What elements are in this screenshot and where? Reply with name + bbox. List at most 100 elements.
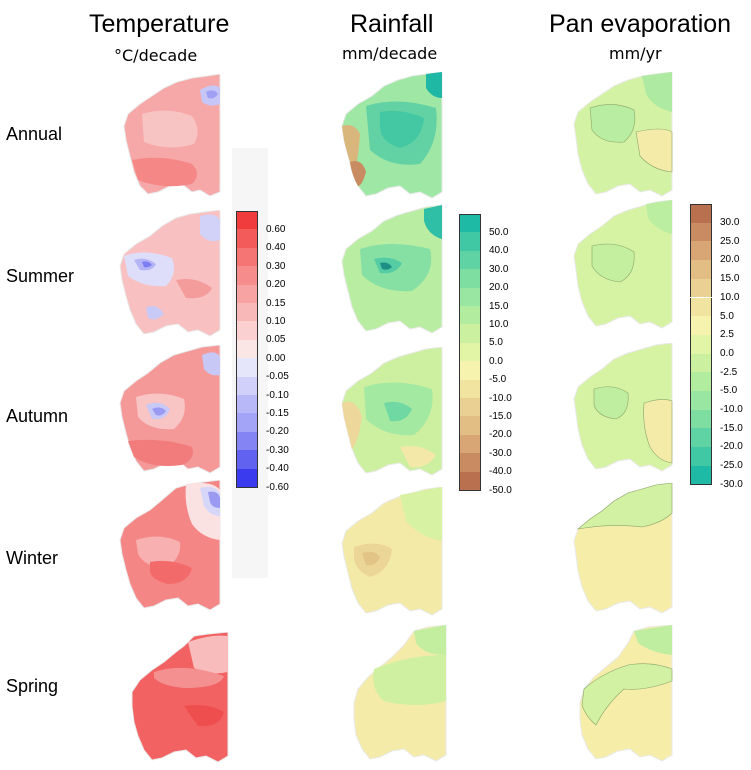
season-label-spring: Spring bbox=[6, 676, 59, 696]
temperature-legend-swatch-11 bbox=[236, 413, 258, 432]
evaporation-legend-label-5: 5.0 bbox=[720, 310, 734, 322]
temperature-map-winter bbox=[119, 480, 221, 611]
temperature-legend-swatch-8 bbox=[236, 358, 258, 377]
temperature-legend-label-5: 0.10 bbox=[266, 316, 286, 327]
rainfall-legend-swatch-0 bbox=[459, 214, 481, 234]
evaporation-legend-label-0: 30.0 bbox=[720, 217, 740, 228]
season-label-annual: Annual bbox=[6, 124, 63, 144]
rainfall-legend-label-2: 30.0 bbox=[489, 263, 509, 275]
rainfall-legend-swatch-10 bbox=[459, 398, 481, 417]
evaporation-legend-label-4: 10.0 bbox=[720, 291, 740, 303]
evaporation-legend-swatch-0 bbox=[690, 204, 712, 224]
temperature-legend-swatch-2 bbox=[236, 247, 258, 267]
temperature-legend-label-8: -0.05 bbox=[266, 371, 289, 383]
rainfall-legend-label-10: -15.0 bbox=[489, 411, 512, 422]
evaporation-legend-swatch-14 bbox=[690, 465, 712, 486]
rainfall-map-annual bbox=[341, 72, 443, 199]
temperature-legend-swatch-12 bbox=[236, 431, 258, 451]
evaporation-legend-label-13: -25.0 bbox=[720, 460, 743, 472]
evaporation-legend-label-2: 20.0 bbox=[720, 254, 740, 266]
evaporation-legend-label-6: 2.5 bbox=[720, 329, 734, 341]
rainfall-legend-label-9: -10.0 bbox=[489, 392, 512, 404]
rainfall-legend-label-4: 15.0 bbox=[489, 300, 509, 312]
evaporation-legend-swatch-10 bbox=[690, 391, 712, 410]
temperature-legend-swatch-4 bbox=[236, 284, 258, 303]
evaporation-legend-label-11: -15.0 bbox=[720, 422, 743, 434]
temperature-legend-label-0: 0.60 bbox=[266, 224, 286, 235]
evaporation-legend-label-3: 15.0 bbox=[720, 273, 740, 285]
rainfall-legend-swatch-7 bbox=[459, 342, 481, 362]
evaporation-unit: mm/yr bbox=[609, 44, 662, 63]
rainfall-legend-swatch-11 bbox=[459, 416, 481, 435]
rainfall-map-winter bbox=[341, 487, 443, 616]
temperature-unit: °C/decade bbox=[114, 46, 198, 65]
evaporation-legend-label-7: 0.0 bbox=[720, 347, 734, 359]
rainfall-map-summer bbox=[341, 205, 443, 334]
rainfall-legend-label-11: -20.0 bbox=[489, 429, 512, 441]
evaporation-legend-swatch-8 bbox=[690, 353, 712, 373]
temperature-map-autumn bbox=[119, 345, 221, 474]
temperature-legend-label-9: -0.10 bbox=[266, 389, 289, 401]
rainfall-legend-label-8: -5.0 bbox=[489, 374, 507, 386]
evaporation-legend-swatch-6 bbox=[690, 316, 712, 335]
temperature-map-annual bbox=[123, 74, 221, 197]
evaporation-legend-swatch-5 bbox=[690, 297, 712, 317]
temperature-legend-swatch-6 bbox=[236, 321, 258, 340]
evaporation-legend-swatch-2 bbox=[690, 241, 712, 261]
season-label-autumn: Autumn bbox=[6, 406, 69, 426]
season-label-winter: Winter bbox=[6, 548, 59, 568]
rainfall-legend-swatch-8 bbox=[459, 361, 481, 380]
season-label-summer: Summer bbox=[6, 266, 75, 286]
temperature-legend-label-6: 0.05 bbox=[266, 334, 286, 346]
temperature-legend-label-12: -0.30 bbox=[266, 444, 289, 456]
evaporation-legend-label-14: -30.0 bbox=[720, 478, 743, 490]
rainfall-legend-swatch-13 bbox=[459, 453, 481, 472]
temperature-legend-label-3: 0.20 bbox=[266, 279, 286, 291]
rainfall-legend-swatch-14 bbox=[459, 471, 481, 491]
temperature-legend-swatch-5 bbox=[236, 303, 258, 322]
rainfall-legend-swatch-2 bbox=[459, 250, 481, 270]
temperature-legend-label-4: 0.15 bbox=[266, 297, 286, 309]
temperature-map-summer bbox=[119, 210, 221, 337]
rainfall-unit: mm/decade bbox=[342, 44, 438, 63]
evaporation-legend-label-10: -10.0 bbox=[720, 404, 743, 415]
rainfall-legend-swatch-12 bbox=[459, 434, 481, 454]
evaporation-legend-label-1: 25.0 bbox=[720, 235, 740, 247]
temperature-legend-swatch-9 bbox=[236, 376, 258, 395]
rainfall-legend-label-7: 0.0 bbox=[489, 355, 503, 367]
rainfall-legend-swatch-6 bbox=[459, 324, 481, 343]
evaporation-map-annual bbox=[573, 72, 673, 197]
evaporation-legend-swatch-13 bbox=[690, 447, 712, 466]
temperature-legend-swatch-13 bbox=[236, 450, 258, 469]
rainfall-title: Rainfall bbox=[350, 10, 434, 38]
rainfall-legend-swatch-3 bbox=[459, 269, 481, 288]
evaporation-legend-swatch-7 bbox=[690, 334, 712, 354]
temperature-title: Temperature bbox=[89, 10, 230, 38]
rainfall-legend-swatch-5 bbox=[459, 306, 481, 325]
temperature-legend-label-14: -0.60 bbox=[266, 481, 289, 493]
temperature-legend-swatch-7 bbox=[236, 339, 258, 359]
temperature-legend-label-13: -0.40 bbox=[266, 463, 289, 475]
temperature-legend-label-10: -0.15 bbox=[266, 408, 289, 419]
temperature-legend-swatch-14 bbox=[236, 468, 258, 488]
evaporation-legend-swatch-9 bbox=[690, 372, 712, 391]
evaporation-map-spring bbox=[579, 625, 673, 762]
evaporation-legend-swatch-11 bbox=[690, 409, 712, 429]
evaporation-legend-swatch-1 bbox=[690, 222, 712, 242]
rainfall-legend-label-3: 20.0 bbox=[489, 282, 509, 294]
temperature-legend-label-11: -0.20 bbox=[266, 426, 289, 438]
evaporation-map-autumn bbox=[573, 343, 673, 472]
rainfall-map-autumn bbox=[341, 347, 443, 476]
rainfall-legend-label-13: -40.0 bbox=[489, 466, 512, 478]
rainfall-legend-label-6: 5.0 bbox=[489, 337, 503, 349]
temperature-legend-swatch-3 bbox=[236, 266, 258, 285]
temperature-legend-swatch-10 bbox=[236, 395, 258, 414]
temperature-legend-label-7: 0.00 bbox=[266, 352, 286, 364]
evaporation-legend-label-12: -20.0 bbox=[720, 441, 743, 453]
evaporation-legend-label-9: -5.0 bbox=[720, 385, 738, 397]
evaporation-map-summer bbox=[573, 200, 673, 329]
temperature-legend-label-2: 0.30 bbox=[266, 260, 286, 272]
evaporation-legend-swatch-12 bbox=[690, 428, 712, 448]
rainfall-map-spring bbox=[353, 625, 447, 762]
evaporation-title: Pan evaporation bbox=[549, 10, 732, 38]
